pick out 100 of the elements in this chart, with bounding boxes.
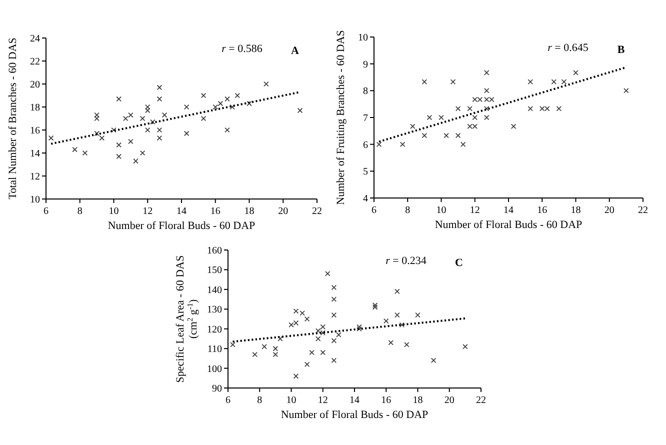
point (462, 344, 468, 350)
point (184, 104, 190, 110)
point (200, 116, 206, 122)
point (561, 79, 567, 84)
point (111, 127, 116, 133)
x-axis-title: Number of Floral Buds - 60 DAP (434, 219, 582, 231)
annotation: B (617, 44, 626, 56)
x-tick-label: 14 (504, 205, 514, 216)
y-tick-label: 14 (30, 148, 40, 160)
point (230, 342, 236, 348)
point (128, 112, 134, 118)
x-tick-label: 18 (244, 206, 254, 217)
point (94, 116, 100, 122)
point (400, 142, 406, 147)
point (376, 142, 382, 147)
point (297, 108, 303, 114)
point (484, 88, 490, 94)
point (156, 96, 162, 102)
point (99, 135, 105, 141)
point (484, 106, 490, 112)
x-tick-label: 16 (537, 205, 548, 216)
point (455, 106, 461, 112)
x-tick-label: 10 (108, 206, 119, 217)
point (331, 296, 337, 302)
x-tick-label: 12 (318, 395, 328, 406)
point (224, 96, 230, 102)
point (278, 336, 283, 342)
x-tick-label: 10 (286, 395, 296, 406)
y-tick-label: 12 (30, 172, 40, 182)
y-tick-label: 130 (207, 304, 222, 316)
y-tick-label: 9 (363, 59, 368, 70)
point (293, 374, 299, 379)
y-tick-label: 10 (30, 194, 40, 206)
x-tick-label: 22 (476, 395, 486, 406)
point (336, 332, 342, 338)
point (573, 70, 578, 76)
point (72, 146, 78, 152)
point (212, 104, 218, 110)
y-tick-label: 90 (212, 384, 222, 394)
x-tick-label: 20 (444, 395, 454, 406)
point (304, 362, 310, 367)
point (438, 114, 444, 120)
point (383, 318, 389, 324)
point (140, 150, 146, 156)
point (144, 104, 150, 110)
point (230, 104, 235, 110)
point (116, 154, 122, 160)
point (122, 116, 128, 122)
point (94, 112, 100, 118)
y-tick-label: 140 (207, 284, 222, 296)
point (224, 127, 230, 133)
annotation: r = 0.234 (386, 255, 427, 267)
x-axis-title: Number of Floral Buds - 60 DAP (108, 220, 256, 232)
point (48, 135, 54, 141)
point (324, 271, 330, 276)
point (528, 106, 534, 112)
point (94, 130, 100, 136)
y-tick-label: 150 (207, 265, 222, 276)
y-tick-label: 160 (207, 246, 222, 256)
point (200, 92, 206, 98)
point (528, 79, 534, 84)
point (116, 142, 122, 148)
point (156, 84, 162, 90)
y-tick-label: 6 (363, 140, 368, 151)
point (484, 70, 490, 76)
y-tick-label: 22 (30, 56, 40, 68)
point (116, 96, 122, 102)
point (394, 312, 400, 318)
x-tick-label: 6 (372, 205, 376, 216)
x-tick-label: 12 (470, 205, 480, 216)
point (262, 344, 268, 350)
y-tick-label: 20 (30, 80, 40, 90)
x-tick-label: 8 (257, 395, 262, 406)
point (467, 106, 472, 112)
x-tick-label: 6 (226, 395, 230, 406)
y-tick-label: 120 (207, 324, 222, 336)
y-tick-label: 24 (30, 34, 40, 44)
x-tick-label: 20 (604, 205, 614, 216)
y-tick-label: 110 (207, 344, 222, 356)
point (331, 338, 337, 344)
point (551, 79, 557, 84)
point (450, 79, 456, 84)
point (388, 340, 394, 346)
point (460, 142, 466, 147)
point (356, 324, 362, 330)
x-tick-label: 22 (638, 205, 648, 216)
point (422, 79, 428, 84)
point (144, 108, 150, 114)
point (272, 346, 278, 352)
x-tick-label: 16 (381, 395, 392, 406)
y-axis-title: Number of Fruiting Branches - 60 DAS (335, 30, 347, 205)
x-tick-label: 8 (77, 206, 82, 217)
y-tick-label: 10 (358, 32, 368, 44)
point (320, 350, 326, 356)
point (82, 150, 88, 156)
point (331, 312, 337, 318)
point (624, 88, 629, 94)
point (331, 358, 337, 364)
point (246, 100, 252, 106)
x-tick-label: 18 (570, 205, 581, 216)
